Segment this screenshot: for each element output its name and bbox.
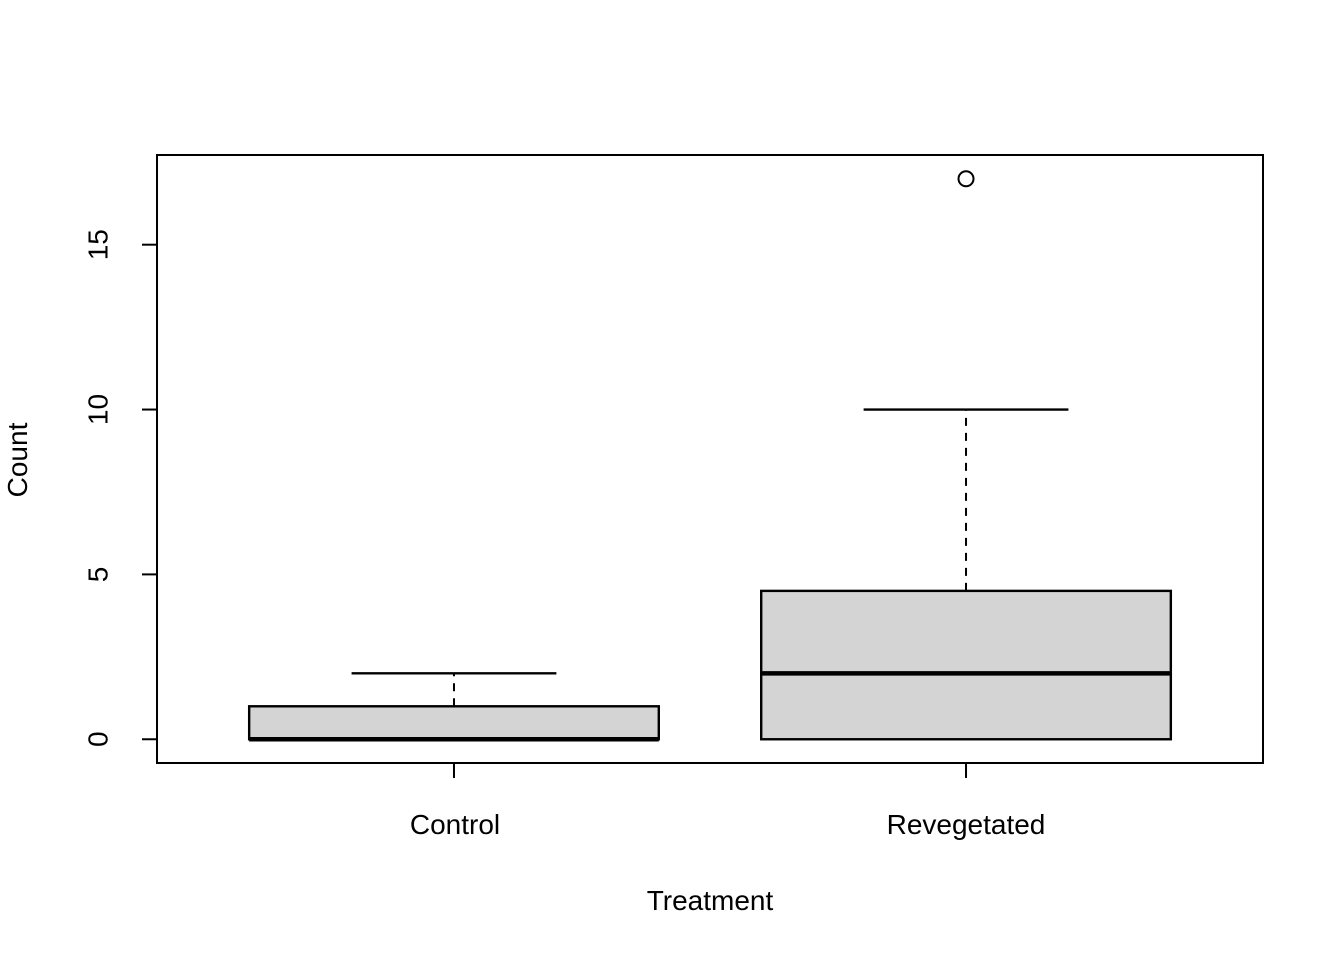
iqr-box-control bbox=[247, 705, 660, 741]
axes-layer: 0 5 10 15 bbox=[82, 154, 1264, 778]
y-tick-label: 10 bbox=[82, 394, 113, 425]
iqr-box-revegetated bbox=[760, 589, 1173, 741]
y-tick-label: 0 bbox=[82, 731, 113, 747]
x-axis-title: Treatment bbox=[647, 885, 774, 916]
x-tick-label-control: Control bbox=[410, 809, 500, 840]
y-tick-label: 15 bbox=[82, 229, 113, 260]
y-axis-title: Count bbox=[2, 422, 33, 497]
boxes-layer bbox=[247, 170, 1173, 742]
x-tick-label-revegetated: Revegetated bbox=[887, 809, 1046, 840]
outlier-point-revegetated bbox=[957, 170, 975, 188]
plot-border bbox=[156, 154, 1264, 764]
y-tick-label: 5 bbox=[82, 567, 113, 583]
